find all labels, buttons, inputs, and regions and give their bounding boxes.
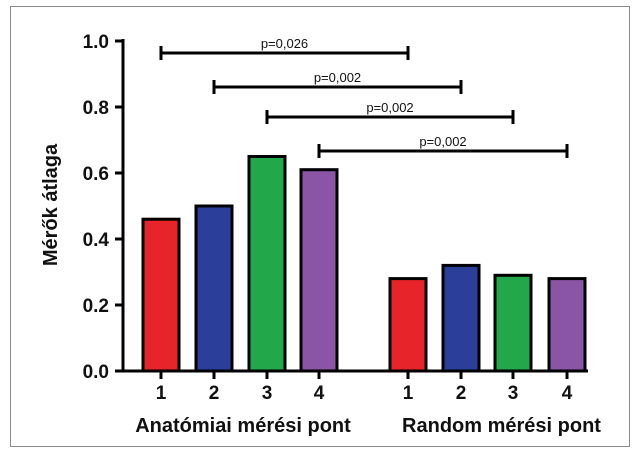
group-label: Anatómiai mérési pont [135, 415, 351, 437]
x-tick-label: 2 [209, 383, 220, 404]
x-tick-label: 3 [262, 383, 273, 404]
p-value-label: p=0,002 [314, 70, 361, 85]
x-tick-label: 1 [156, 383, 167, 404]
bar [388, 277, 428, 373]
bar [299, 168, 339, 373]
bar [493, 273, 533, 373]
bar [247, 155, 287, 373]
x-tick-label: 2 [456, 383, 467, 404]
y-tick-label: 0.6 [83, 164, 109, 185]
p-value-label: p=0,002 [419, 134, 466, 149]
bar [441, 263, 481, 373]
x-tick-label: 1 [403, 383, 414, 404]
x-tick-label: 3 [508, 383, 519, 404]
labels: 0.0 0.2 0.4 0.6 0.8 1.0 1 2 3 4 Anatómiai mérési p… [83, 32, 602, 437]
p-value-label: p=0,002 [366, 100, 413, 115]
bar [547, 277, 587, 373]
x-tick-label: 4 [562, 383, 573, 404]
x-tick-label: 4 [314, 383, 325, 404]
bar [194, 204, 234, 373]
y-axis-label: Mérők átlaga [40, 143, 62, 266]
significance-brackets: p=0,026 p=0,002 p=0,002 p=0,002 [159, 36, 569, 158]
y-tick-label: 0.4 [83, 230, 110, 251]
bars [141, 155, 587, 373]
y-tick-label: 0.0 [83, 362, 109, 383]
p-value-label: p=0,026 [261, 36, 308, 51]
group-label: Random mérési pont [402, 415, 601, 437]
y-tick-label: 1.0 [83, 32, 109, 53]
y-tick-label: 0.2 [83, 296, 109, 317]
y-tick-label: 0.8 [83, 98, 109, 119]
bar [141, 217, 181, 373]
